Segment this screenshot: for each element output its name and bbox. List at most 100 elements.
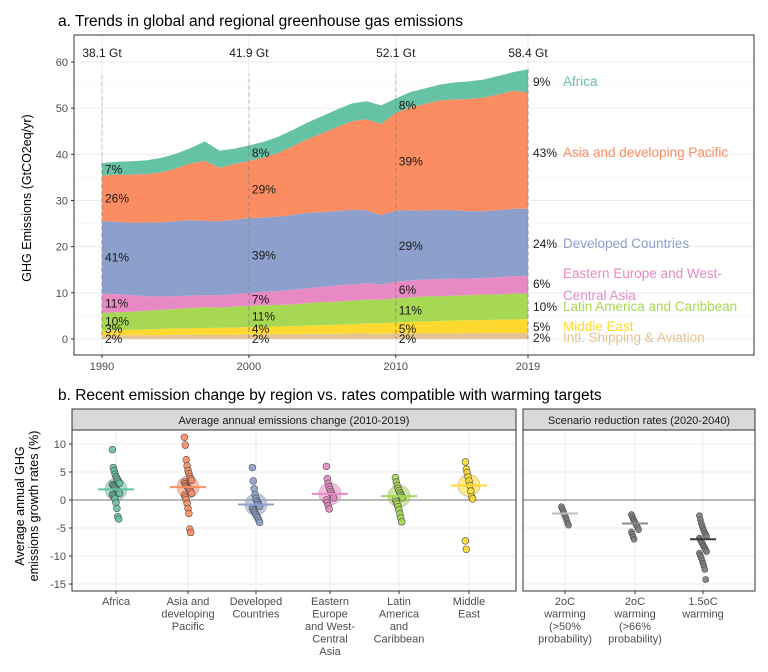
data-point bbox=[461, 537, 470, 545]
area-asia-and-developing-pacific bbox=[102, 90, 528, 223]
share-label-2019-intl-shipping-aviation: 2% bbox=[533, 331, 551, 345]
series-label-intl-shipping-aviation: Intl. Shipping & Aviation bbox=[563, 330, 705, 345]
area-intl-shipping-aviation bbox=[102, 332, 528, 339]
data-point bbox=[322, 462, 331, 471]
share-label-2019-eastern-europe-and-west-central-asia: 6% bbox=[533, 277, 551, 291]
series-label-africa: Africa bbox=[563, 74, 598, 89]
panel-a-border bbox=[73, 34, 755, 356]
share-label-asia-and-developing-pacific: 29% bbox=[252, 182, 276, 196]
data-point bbox=[565, 521, 572, 529]
category-label: Europe bbox=[312, 609, 347, 621]
series-label-eastern-europe-and-west-central-asia: Central Asia bbox=[563, 288, 636, 303]
panel-a-y-axis-title: GHG Emissions (GtCO2eq/yr) bbox=[20, 114, 34, 281]
data-point bbox=[462, 545, 470, 553]
data-point bbox=[108, 445, 117, 454]
share-label-intl-shipping-aviation: 2% bbox=[399, 332, 417, 346]
facet-strip-label: Average annual emissions change (2010-20… bbox=[179, 415, 410, 427]
share-label-2019-middle-east: 5% bbox=[533, 320, 551, 334]
x-tick-label: 1990 bbox=[90, 361, 114, 373]
share-label-middle-east: 4% bbox=[252, 322, 270, 336]
category-label: warming bbox=[681, 609, 724, 621]
share-label-intl-shipping-aviation: 2% bbox=[105, 332, 123, 346]
share-label-eastern-europe-and-west-central-asia: 11% bbox=[105, 296, 128, 310]
category-label: 1.5oC bbox=[688, 596, 717, 608]
share-label-africa: 8% bbox=[252, 146, 270, 160]
series-label-eastern-europe-and-west-central-asia: Eastern Europe and West- bbox=[563, 266, 722, 281]
y-tick-label: 5 bbox=[60, 467, 66, 479]
y-tick-label: -5 bbox=[56, 523, 66, 535]
data-point bbox=[325, 505, 333, 513]
y-tick-label: 20 bbox=[56, 242, 68, 254]
data-point bbox=[703, 548, 710, 555]
share-label-2019-asia-and-developing-pacific: 43% bbox=[533, 146, 557, 160]
area-eastern-europe-and-west-central-asia bbox=[102, 275, 528, 314]
facet-strip-label: Scenario reduction rates (2020-2040) bbox=[548, 415, 730, 427]
category-label: 2oC bbox=[555, 596, 575, 608]
data-point bbox=[248, 463, 257, 472]
category-label: probability) bbox=[538, 634, 592, 646]
share-label-2019-africa: 9% bbox=[533, 75, 551, 89]
share-label-developed-countries: 29% bbox=[399, 239, 423, 253]
category-label: Central bbox=[312, 634, 347, 646]
share-label-asia-and-developing-pacific: 26% bbox=[105, 191, 129, 205]
y-tick-label: 10 bbox=[54, 439, 66, 451]
x-tick-label: 2019 bbox=[516, 361, 540, 373]
category-label: developing bbox=[161, 609, 214, 621]
data-point bbox=[187, 489, 196, 497]
data-point bbox=[181, 441, 190, 449]
data-point bbox=[635, 526, 642, 533]
area-developed-countries bbox=[102, 208, 528, 297]
x-tick-label: 2010 bbox=[384, 361, 408, 373]
share-label-middle-east: 3% bbox=[105, 322, 123, 336]
y-tick-label: 60 bbox=[56, 57, 68, 69]
share-label-latin-america-and-caribbean: 11% bbox=[399, 303, 422, 317]
area-africa bbox=[102, 69, 528, 176]
share-label-developed-countries: 41% bbox=[105, 251, 129, 265]
category-label: Pacific bbox=[172, 621, 205, 633]
share-label-eastern-europe-and-west-central-asia: 7% bbox=[252, 292, 270, 306]
total-label: 52.1 Gt bbox=[376, 46, 416, 60]
category-label: 2oC bbox=[625, 596, 645, 608]
data-point bbox=[182, 455, 190, 464]
series-label-asia-and-developing-pacific: Asia and developing Pacific bbox=[563, 145, 728, 160]
area-middle-east bbox=[102, 319, 528, 336]
y-tick-label: 10 bbox=[56, 288, 68, 300]
data-point bbox=[249, 477, 258, 485]
data-point bbox=[255, 518, 264, 527]
panel-b-title: b. Recent emission change by region vs. … bbox=[58, 387, 602, 404]
category-label: Caribbean bbox=[374, 634, 425, 646]
category-label: (>50% bbox=[549, 621, 581, 633]
data-point bbox=[701, 566, 709, 573]
panel-a-title: a. Trends in global and regional greenho… bbox=[58, 13, 463, 30]
y-tick-label: -10 bbox=[50, 551, 66, 563]
category-label: Countries bbox=[232, 609, 280, 621]
share-label-middle-east: 5% bbox=[399, 322, 417, 336]
panel-b-y-axis-title-line-2: emissions growth rates (%) bbox=[27, 431, 41, 582]
total-label: 58.4 Gt bbox=[508, 46, 548, 60]
share-label-latin-america-and-caribbean: 10% bbox=[105, 315, 129, 329]
data-point bbox=[180, 433, 189, 441]
series-label-developed-countries: Developed Countries bbox=[563, 236, 689, 251]
category-label: Developed bbox=[230, 596, 283, 608]
x-tick-label: 2000 bbox=[237, 361, 261, 373]
share-label-asia-and-developing-pacific: 39% bbox=[399, 155, 423, 169]
category-label: East bbox=[458, 609, 480, 621]
series-label-middle-east: Middle East bbox=[563, 319, 634, 334]
data-point bbox=[187, 476, 196, 485]
facet-border bbox=[522, 429, 756, 592]
series-label-latin-america-and-caribbean: Latin America and Caribbean bbox=[563, 299, 737, 314]
total-label: 41.9 Gt bbox=[229, 46, 269, 60]
y-tick-label: 0 bbox=[62, 334, 68, 346]
y-tick-label: 0 bbox=[60, 495, 66, 507]
data-point bbox=[630, 535, 638, 543]
share-label-eastern-europe-and-west-central-asia: 6% bbox=[399, 283, 417, 297]
y-tick-label: -15 bbox=[50, 579, 66, 591]
y-tick-label: 50 bbox=[56, 103, 68, 115]
panel-b-y-axis-title-line-1: Average annual GHG bbox=[13, 446, 27, 565]
category-label: and West- bbox=[305, 621, 355, 633]
data-point bbox=[702, 576, 710, 583]
share-label-2019-developed-countries: 24% bbox=[533, 237, 557, 251]
data-point bbox=[114, 515, 123, 523]
